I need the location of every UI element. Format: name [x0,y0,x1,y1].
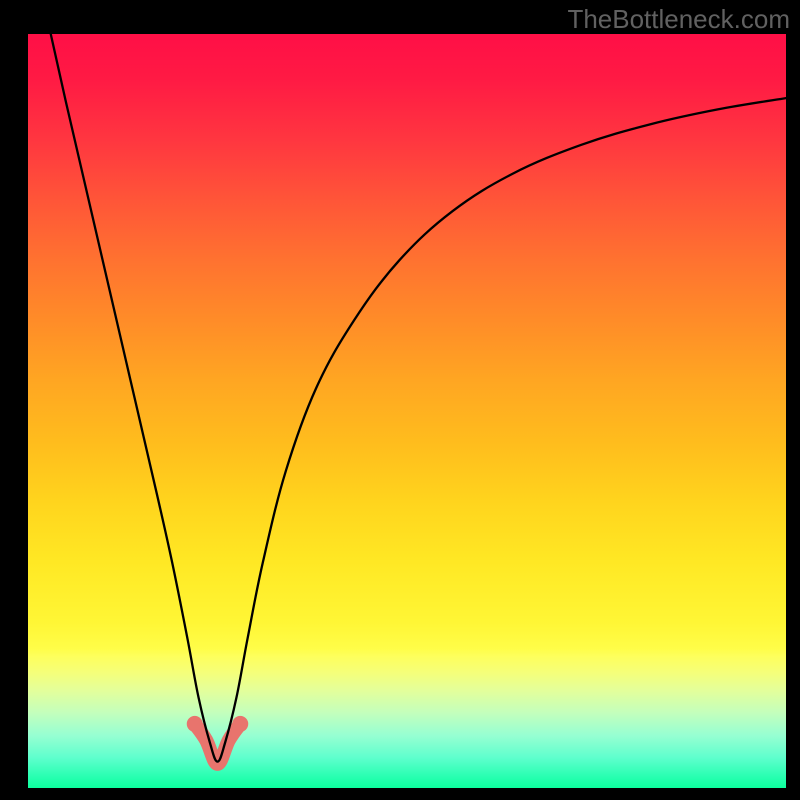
plot-area [28,34,786,788]
watermark-text: TheBottleneck.com [567,4,790,35]
bottleneck-curve [28,34,786,788]
valley-highlight [195,724,240,764]
valley-highlight-end [187,716,203,732]
valley-highlight-end [232,716,248,732]
main-curve [51,34,786,762]
chart-frame: TheBottleneck.com [0,0,800,800]
